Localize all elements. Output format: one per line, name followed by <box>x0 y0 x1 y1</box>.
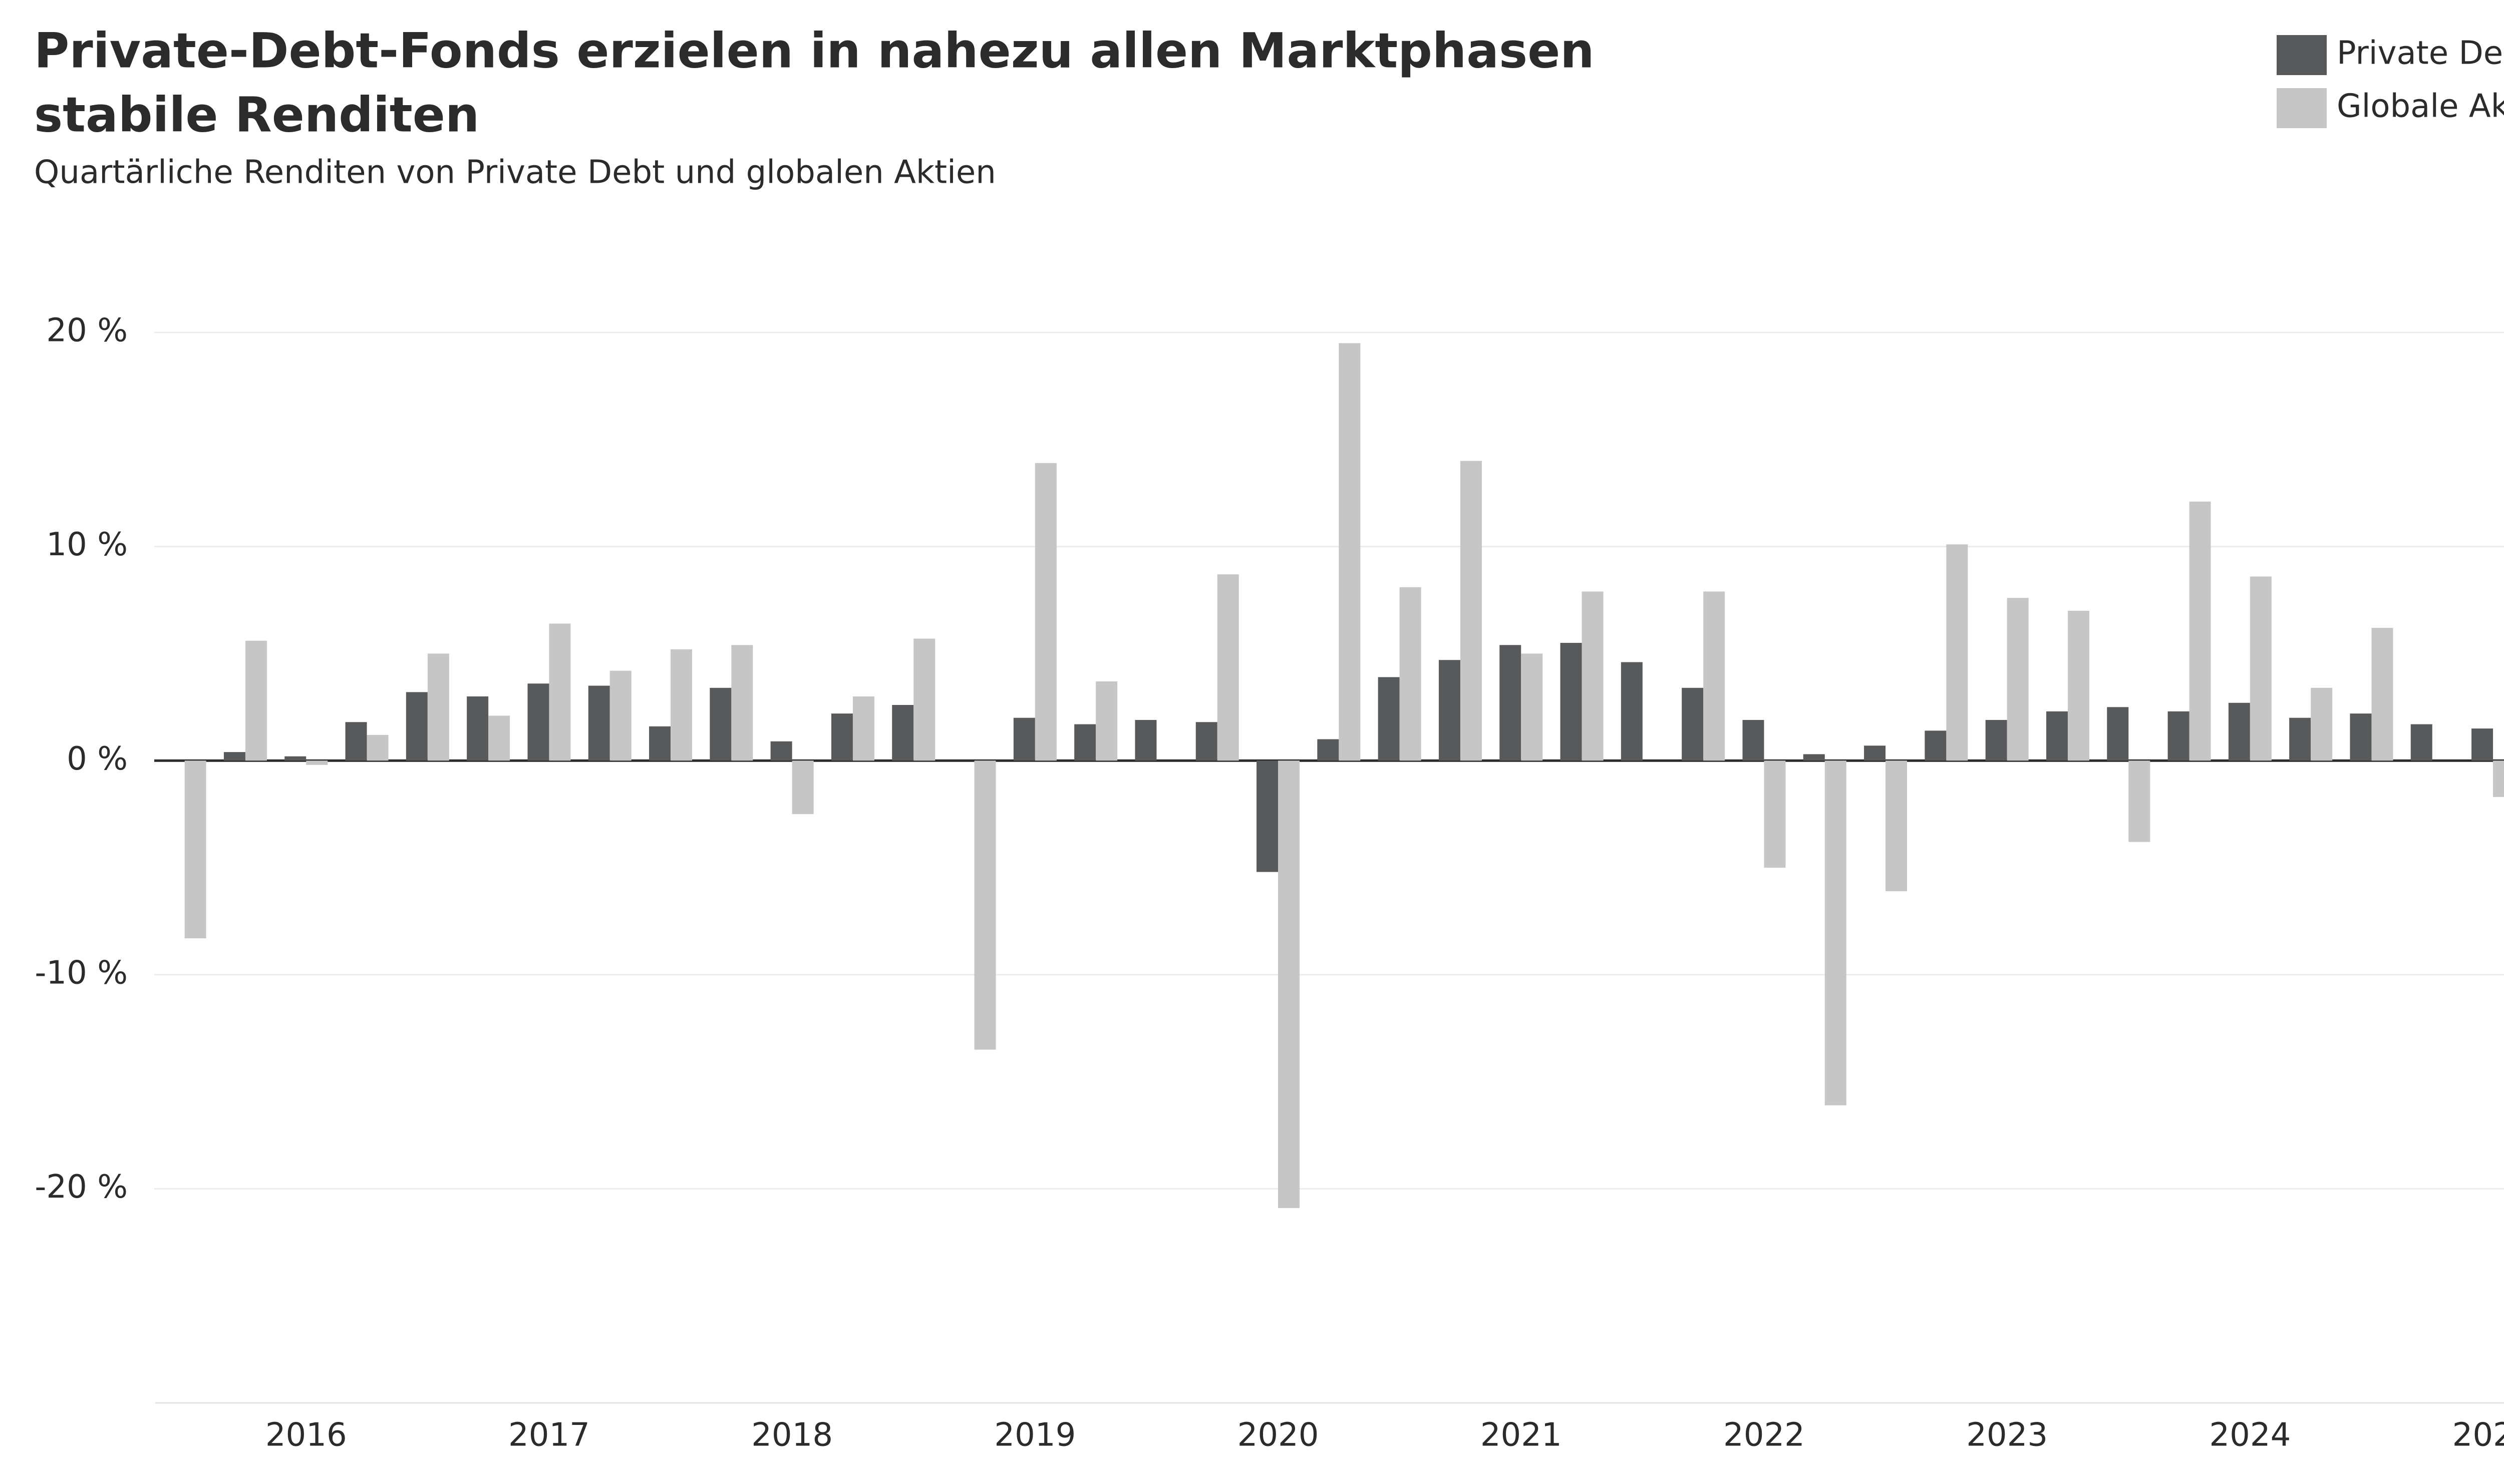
bar <box>913 638 935 761</box>
bar <box>367 734 389 761</box>
bar <box>892 705 914 761</box>
bar <box>184 761 206 939</box>
x-tick-label: 2016 <box>265 1417 347 1454</box>
bar <box>1703 591 1725 761</box>
bar <box>2067 610 2089 761</box>
bar <box>1135 719 1157 761</box>
bar <box>2371 628 2393 761</box>
bar <box>831 713 853 761</box>
x-tick-label: 2023 <box>1966 1417 2048 1454</box>
bar <box>2311 687 2333 761</box>
bar <box>2046 711 2068 761</box>
bar <box>1499 645 1521 761</box>
bar <box>1217 574 1239 761</box>
bar <box>527 683 549 761</box>
bar <box>1317 739 1339 761</box>
bar <box>2007 598 2029 761</box>
bar <box>1946 544 1968 761</box>
x-tick-label: 2024 <box>2209 1417 2291 1454</box>
legend-swatch <box>2277 88 2327 128</box>
bar <box>488 715 510 761</box>
bar <box>1339 343 1361 761</box>
bar <box>2493 761 2504 797</box>
bar <box>2189 501 2211 761</box>
bar <box>345 722 367 761</box>
bar <box>588 685 610 761</box>
bar <box>1195 722 1217 761</box>
bar <box>1438 660 1460 761</box>
bar <box>2107 707 2129 761</box>
bar <box>671 649 693 761</box>
bar <box>1886 761 1908 892</box>
bar <box>223 752 245 761</box>
chart-title: Private-Debt-Fonds erzielen in nahezu al… <box>34 23 1595 79</box>
x-tick-label: 2025 <box>2452 1417 2504 1454</box>
bar <box>1096 681 1118 761</box>
bar <box>1278 761 1300 1208</box>
bar <box>1803 754 1825 761</box>
chart-title: stabile Renditen <box>34 87 479 143</box>
bar <box>649 726 671 761</box>
bar <box>1399 587 1421 761</box>
bar <box>2471 728 2493 761</box>
bar <box>609 670 632 761</box>
bar <box>1742 719 1764 761</box>
y-tick-label: 20 % <box>46 312 128 349</box>
legend-swatch <box>2277 35 2327 75</box>
bar <box>1864 746 1886 761</box>
bar <box>1985 719 2007 761</box>
bar <box>2228 702 2250 761</box>
bar <box>284 756 306 761</box>
bar <box>1621 662 1643 761</box>
legend-label: Private Debt <box>2337 35 2504 72</box>
bar <box>1035 463 1057 761</box>
x-tick-label: 2017 <box>508 1417 590 1454</box>
y-tick-label: 0 % <box>67 740 128 778</box>
bar <box>2350 713 2372 761</box>
bar <box>406 692 428 761</box>
x-tick-label: 2022 <box>1723 1417 1805 1454</box>
bar <box>2250 576 2272 761</box>
bar <box>1460 461 1482 761</box>
bar <box>1582 591 1604 761</box>
bar <box>306 761 328 765</box>
chart-subtitle: Quartärliche Renditen von Private Debt u… <box>34 154 996 191</box>
bar <box>1925 730 1947 761</box>
x-tick-label: 2018 <box>751 1417 833 1454</box>
bar <box>852 696 874 761</box>
bar <box>2289 717 2311 761</box>
y-tick-label: -10 % <box>35 954 128 991</box>
bar <box>549 623 571 761</box>
bar <box>245 640 267 761</box>
bar <box>792 761 814 815</box>
bar <box>1824 761 1846 1105</box>
bar <box>1378 677 1400 761</box>
bar <box>1682 687 1704 761</box>
bar <box>1560 643 1582 761</box>
bar <box>1257 761 1279 872</box>
y-tick-label: 10 % <box>46 526 128 563</box>
x-tick-label: 2019 <box>994 1417 1076 1454</box>
bar <box>1074 724 1096 761</box>
bar <box>1013 717 1035 761</box>
bar <box>710 687 732 761</box>
x-tick-label: 2021 <box>1480 1417 1562 1454</box>
bar <box>427 653 449 761</box>
bar <box>467 696 489 761</box>
bar <box>1521 653 1543 761</box>
bar <box>731 645 753 761</box>
bar <box>2167 711 2189 761</box>
bar <box>770 741 792 761</box>
y-tick-label: -20 % <box>35 1169 128 1206</box>
x-tick-label: 2020 <box>1237 1417 1319 1454</box>
bar <box>2410 724 2432 761</box>
legend-label: Globale Aktien <box>2337 88 2504 125</box>
bar <box>974 761 996 1050</box>
bar <box>1764 761 1786 868</box>
bar <box>2128 761 2150 842</box>
